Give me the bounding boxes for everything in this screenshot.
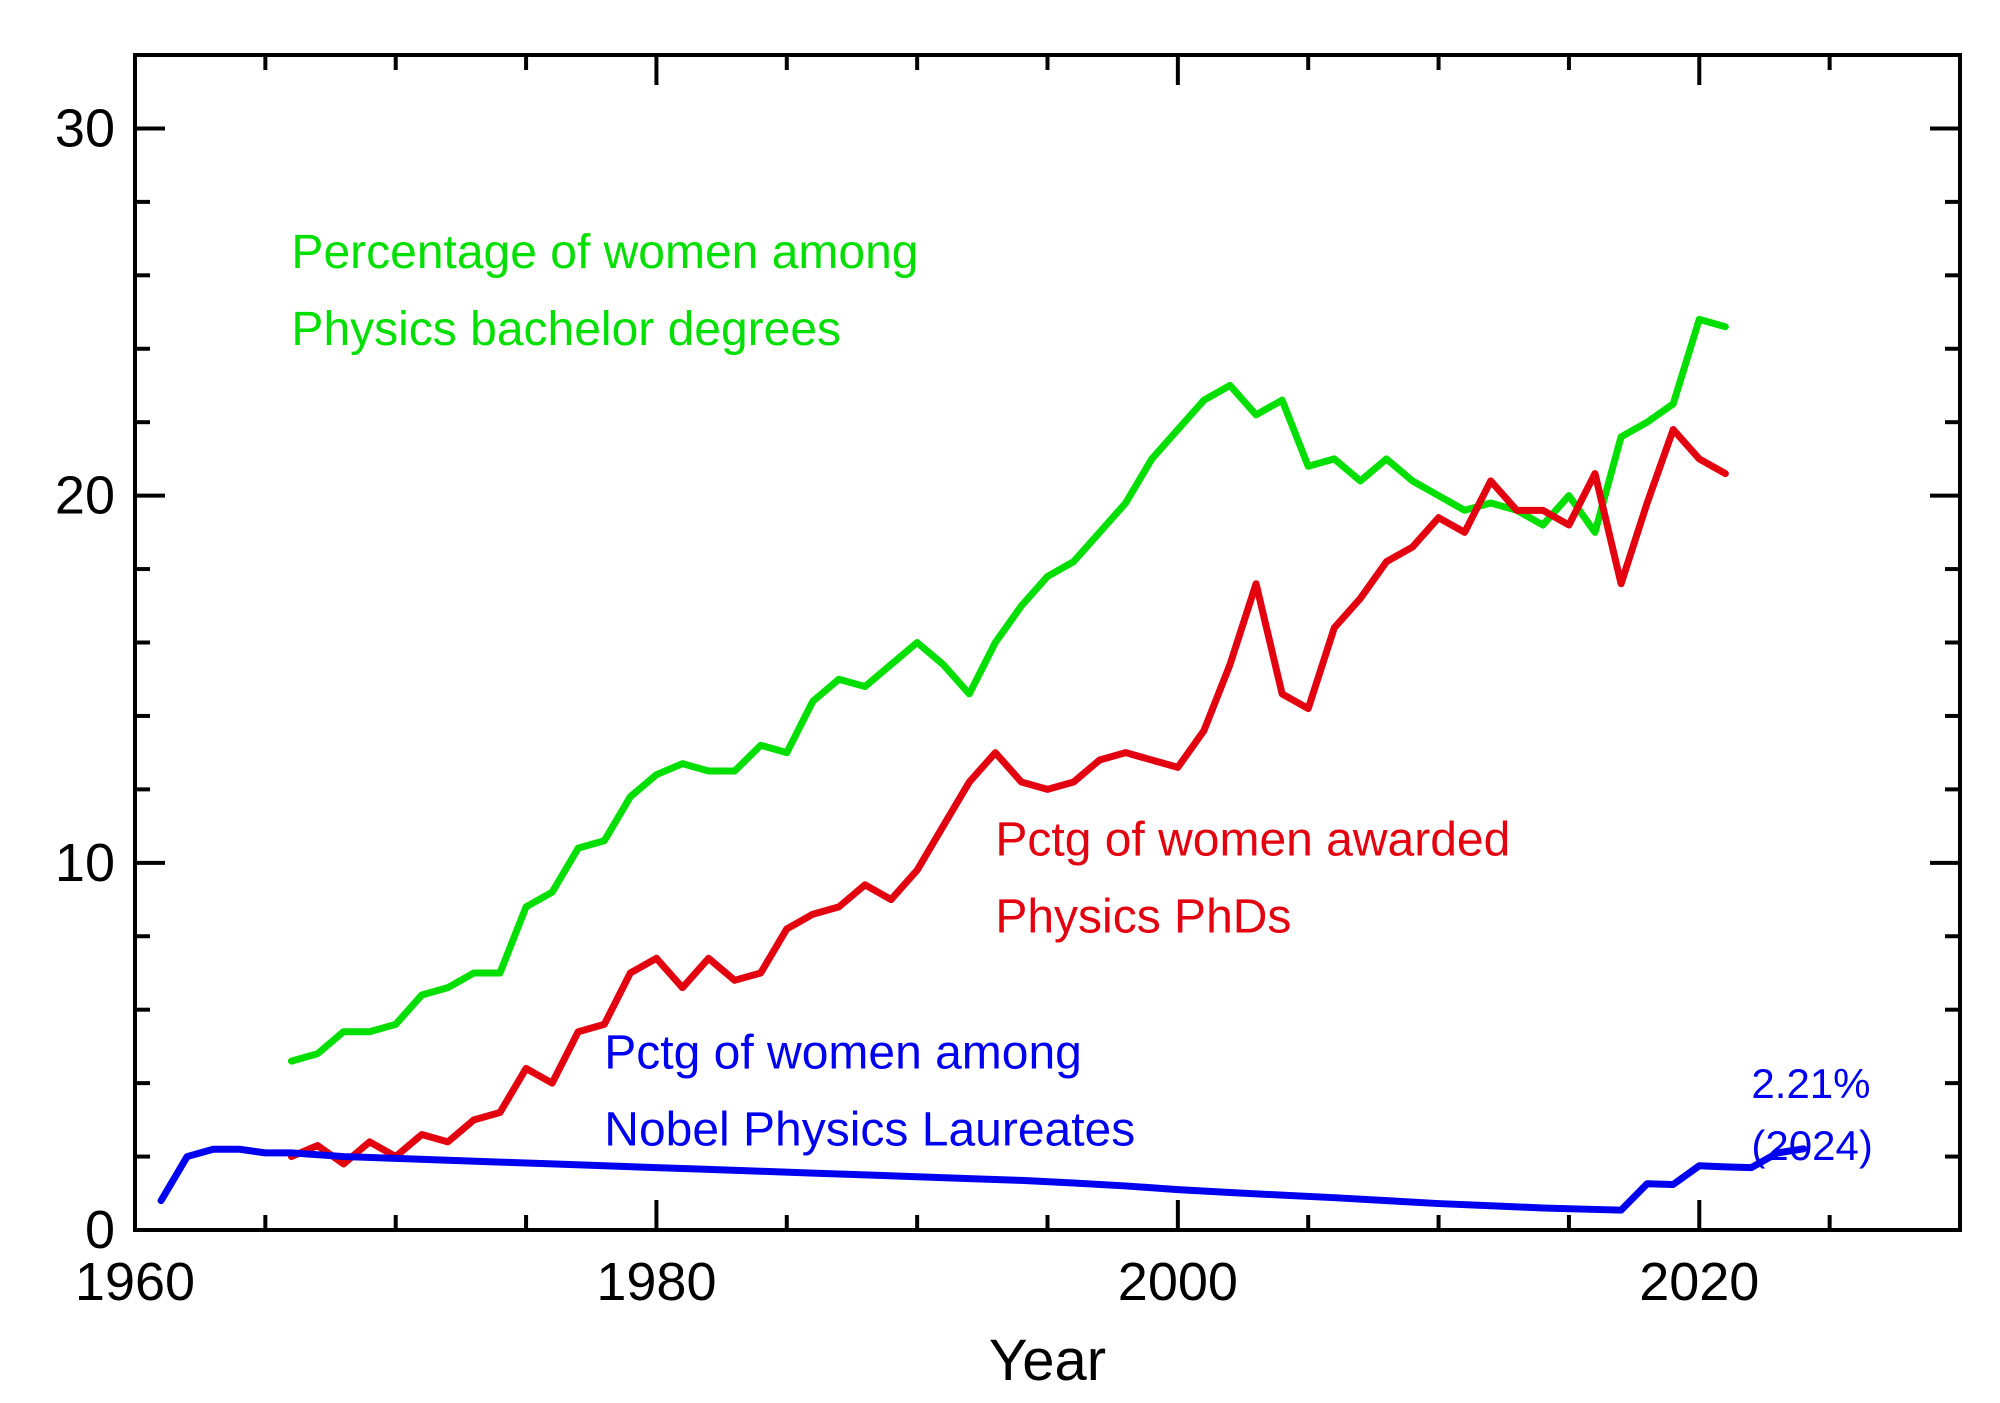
x-tick-label: 1980 bbox=[596, 1252, 716, 1312]
y-tick-label: 10 bbox=[55, 833, 115, 893]
x-tick-label: 2000 bbox=[1118, 1252, 1238, 1312]
series-label-phd: Pctg of women awarded bbox=[995, 813, 1510, 866]
series-label-bachelor: Physics bachelor degrees bbox=[291, 303, 841, 356]
x-tick-label: 1960 bbox=[75, 1252, 195, 1312]
y-tick-label: 0 bbox=[85, 1200, 115, 1260]
chart-background bbox=[0, 0, 2000, 1403]
line-chart: 1960 1980 2000 2020 0 10 20 30 Year Percentage of… bbox=[0, 0, 2000, 1403]
end-annotation: 2.21% bbox=[1751, 1060, 1870, 1107]
x-tick-label: 2020 bbox=[1639, 1252, 1759, 1312]
series-label-nobel: Nobel Physics Laureates bbox=[604, 1104, 1135, 1157]
series-label-bachelor: Percentage of women among bbox=[291, 226, 918, 279]
chart-container: 1960 1980 2000 2020 0 10 20 30 Year Percentage of… bbox=[0, 0, 2000, 1403]
series-label-nobel: Pctg of women among bbox=[604, 1026, 1082, 1079]
x-axis-title: Year bbox=[989, 1328, 1106, 1393]
y-tick-label: 20 bbox=[55, 466, 115, 526]
end-annotation: (2024) bbox=[1751, 1122, 1872, 1169]
series-label-phd: Physics PhDs bbox=[995, 891, 1291, 944]
y-tick-label: 30 bbox=[55, 98, 115, 158]
